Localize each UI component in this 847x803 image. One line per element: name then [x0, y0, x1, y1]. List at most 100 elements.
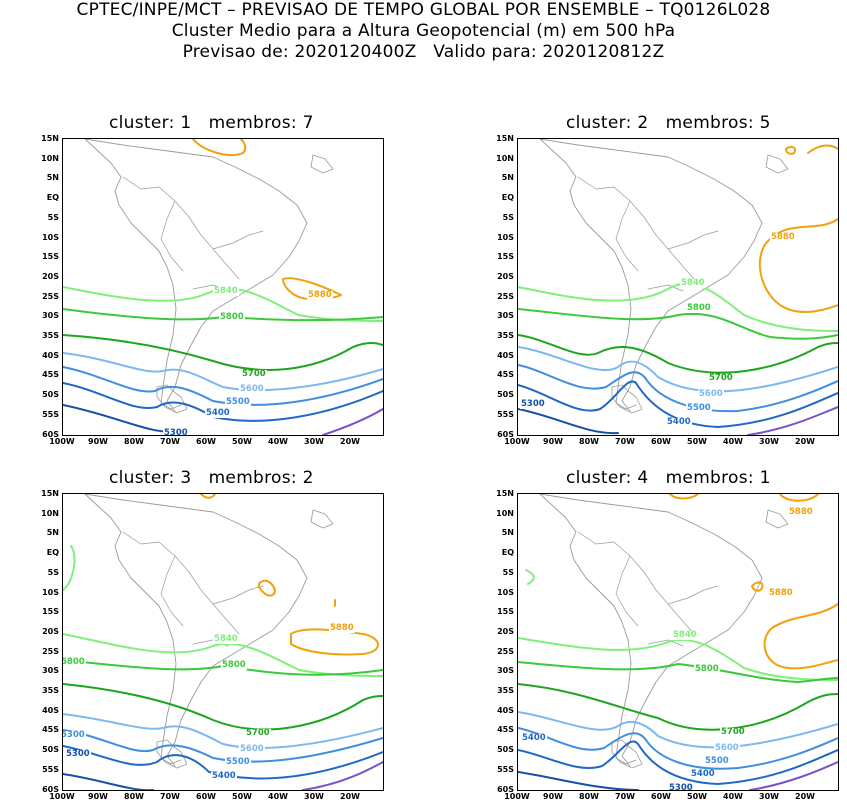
contour-label-5800: 5800 — [694, 664, 720, 674]
contour-5600 — [63, 352, 383, 392]
lon-tick-label: 80W — [579, 437, 599, 446]
contour-5880 — [779, 494, 819, 502]
lat-tick-label: 25S — [497, 291, 514, 301]
lat-tick-label: 45S — [42, 725, 59, 735]
contour-label-5600: 5600 — [239, 744, 265, 754]
lon-tick-label: 60W — [651, 792, 671, 801]
lat-tick-label: 55S — [497, 764, 514, 774]
lon-tick-label: 40W — [268, 437, 288, 446]
map-frame: 5840 5880 5800 5700 5600 5500 5400 5300 — [517, 138, 839, 436]
lat-tick-label: 40S — [497, 350, 514, 360]
lat-tick-label: 20S — [497, 271, 514, 281]
country-border — [577, 531, 719, 647]
lon-tick-label: 30W — [304, 437, 324, 446]
lat-tick-label: 5N — [501, 173, 514, 183]
contour-5700 — [518, 334, 838, 374]
lat-tick-label: 5N — [46, 173, 59, 183]
contour-5600 — [518, 711, 838, 749]
lat-tick-label: 15S — [42, 607, 59, 617]
lat-tick-label: 25S — [42, 646, 59, 656]
lon-tick-label: 60W — [196, 792, 216, 801]
lat-tick-label: 15N — [496, 489, 514, 498]
header-line-1: CPTEC/INPE/MCT – PREVISAO DE TEMPO GLOBA… — [76, 0, 771, 20]
contour-5840 — [518, 282, 838, 332]
lon-tick-label: 20W — [340, 437, 360, 446]
lat-tick-label: 15S — [497, 252, 514, 262]
contour-5400 — [63, 745, 383, 780]
lon-tick-label: 100W — [504, 437, 530, 446]
lat-tick-label: 10S — [497, 232, 514, 242]
lat-tick-label: 55S — [42, 764, 59, 774]
contour-5300 — [518, 771, 639, 790]
lon-tick-label: 30W — [759, 792, 779, 801]
lat-tick-label: 15S — [42, 252, 59, 262]
contour-label-5300: 5300 — [520, 399, 546, 409]
contour-5840 — [63, 545, 76, 591]
contour-label-5700: 5700 — [708, 373, 734, 383]
island — [310, 154, 334, 174]
lon-tick-label: 90W — [543, 792, 563, 801]
contour-5880 — [669, 494, 699, 500]
coastline — [539, 494, 637, 765]
lat-tick-label: 20S — [42, 626, 59, 636]
contour-label-5800: 5800 — [62, 657, 86, 667]
lat-tick-label: 55S — [42, 409, 59, 419]
contour-label-5880: 5880 — [770, 232, 796, 242]
lon-tick-label: 30W — [759, 437, 779, 446]
contour-label-5500: 5500 — [225, 397, 251, 407]
contour-5800 — [518, 661, 838, 683]
contour-label-5840: 5840 — [680, 278, 706, 288]
contour-label-5600: 5600 — [239, 384, 265, 394]
island — [310, 509, 334, 529]
contour-5300 — [63, 404, 174, 433]
lat-tick-label: 5S — [47, 212, 59, 222]
map-frame: 5840 5880 5880 5800 5700 5600 5500 5400 … — [517, 493, 839, 791]
contour-5800 — [518, 308, 838, 340]
lat-tick-label: 10S — [42, 587, 59, 597]
lat-tick-label: EQ — [46, 193, 59, 203]
contour-5500 — [63, 366, 383, 406]
lon-tick-label: 50W — [687, 792, 707, 801]
lat-tick-label: 25S — [497, 646, 514, 656]
map-frame: 5840 5880 5800 5700 5600 5500 5400 5300 — [62, 138, 384, 436]
lon-tick-label: 20W — [795, 792, 815, 801]
lat-tick-label: 50S — [497, 390, 514, 400]
lon-tick-label: 90W — [543, 437, 563, 446]
contour-5200 — [749, 761, 838, 790]
lat-tick-label: 30S — [497, 311, 514, 321]
contour-5300 — [518, 408, 619, 435]
lat-tick-label: 15N — [496, 134, 514, 143]
lat-tick-label: 40S — [42, 705, 59, 715]
lat-tick-label: 40S — [497, 705, 514, 715]
lon-tick-label: 30W — [304, 792, 324, 801]
lat-tick-label: 30S — [497, 666, 514, 676]
lat-tick-label: 40S — [42, 350, 59, 360]
contour-5880 — [290, 628, 379, 656]
contour-5200 — [322, 408, 383, 435]
panel-3-title: cluster: 3 membros: 2 — [109, 468, 314, 488]
contour-label-5880: 5880 — [788, 507, 814, 517]
contour-label-5500: 5500 — [704, 756, 730, 766]
lat-tick-label: 60S — [42, 429, 59, 439]
lat-tick-label: 35S — [497, 686, 514, 695]
map-panel-3: 5840 5880 5800 5800 5700 5600 5500 5400 … — [62, 493, 384, 791]
contour-5500 — [63, 729, 383, 763]
lat-tick-label: 35S — [42, 686, 59, 695]
contour-5880 — [257, 579, 276, 597]
contour-5300 — [63, 773, 154, 790]
contour-5200 — [302, 761, 383, 790]
coastline — [84, 139, 308, 412]
contour-label-5880: 5880 — [307, 290, 333, 300]
contour-label-5840: 5840 — [672, 630, 698, 640]
lat-tick-label: 5N — [46, 528, 59, 538]
lat-tick-label: EQ — [501, 193, 514, 203]
lat-tick-label: 15S — [497, 607, 514, 617]
lat-tick-label: 5S — [502, 567, 514, 577]
lat-tick-label: EQ — [46, 548, 59, 558]
contour-label-5300: 5300 — [668, 783, 694, 791]
lat-tick-label: 45S — [497, 725, 514, 735]
contour-5880 — [785, 145, 796, 155]
lat-tick-label: 5S — [502, 212, 514, 222]
lon-tick-label: 20W — [340, 792, 360, 801]
map-panel-1: 5840 5880 5800 5700 5600 5500 5400 5300 — [62, 138, 384, 436]
